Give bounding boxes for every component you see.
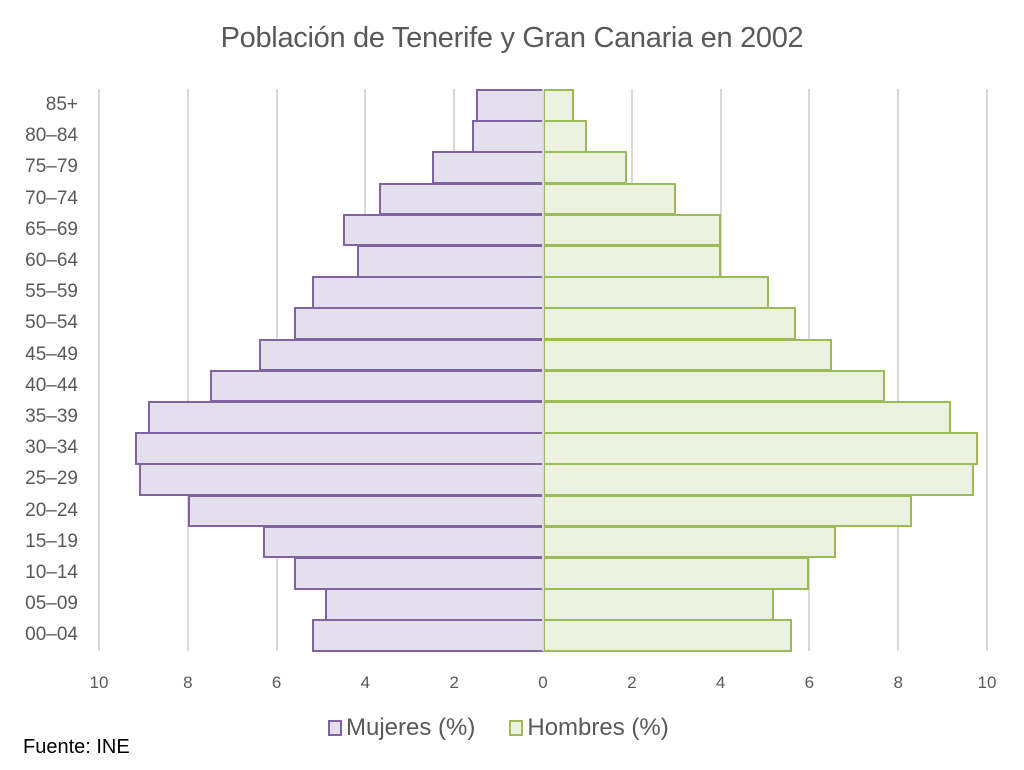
bar-mujeres bbox=[343, 213, 544, 247]
x-tick-label: 10 bbox=[977, 673, 997, 692]
x-tick-label: 2 bbox=[627, 673, 637, 692]
legend-swatch-mujeres bbox=[328, 720, 342, 736]
gridline bbox=[186, 89, 189, 651]
bar-hombres bbox=[543, 494, 912, 528]
bar-hombres bbox=[543, 120, 588, 153]
y-category-label: 75–79 bbox=[25, 156, 78, 178]
chart-title: Población de Tenerife y Gran Canaria en … bbox=[220, 22, 804, 54]
y-category-label: 40–44 bbox=[25, 374, 78, 396]
bar-mujeres bbox=[476, 89, 544, 122]
legend-item-hombres: Hombres (%) bbox=[509, 714, 669, 742]
y-category-label: 70–74 bbox=[25, 187, 78, 209]
bar-hombres bbox=[543, 213, 721, 247]
bar-mujeres bbox=[134, 432, 544, 465]
bar-hombres bbox=[543, 525, 837, 559]
source-note: Fuente: INE bbox=[23, 736, 130, 758]
bar-hombres bbox=[543, 307, 797, 341]
y-category-label: 30–34 bbox=[25, 437, 78, 459]
gridline bbox=[98, 89, 100, 651]
bar-hombres bbox=[543, 557, 810, 590]
x-tick-label: 8 bbox=[893, 673, 903, 692]
bar-mujeres bbox=[138, 463, 544, 497]
y-category-label: 80–84 bbox=[25, 125, 78, 147]
bar-hombres bbox=[543, 338, 832, 372]
bar-hombres bbox=[543, 588, 774, 621]
legend-label-mujeres: Mujeres (%) bbox=[346, 714, 476, 741]
legend-label-hombres: Hombres (%) bbox=[527, 714, 669, 741]
y-category-label: 20–24 bbox=[25, 499, 78, 521]
legend-swatch-hombres bbox=[509, 720, 524, 736]
bar-hombres bbox=[543, 245, 721, 278]
bar-mujeres bbox=[325, 588, 544, 621]
bar-hombres bbox=[543, 182, 677, 216]
bar-hombres bbox=[543, 151, 628, 185]
x-tick-label: 2 bbox=[449, 673, 459, 692]
bar-hombres bbox=[543, 401, 952, 434]
bar-mujeres bbox=[471, 120, 544, 153]
y-category-label: 55–59 bbox=[25, 281, 78, 303]
x-tick-label: 6 bbox=[271, 673, 282, 692]
legend: Mujeres (%) Hombres (%) bbox=[328, 714, 703, 742]
bar-hombres bbox=[543, 369, 885, 403]
bar-mujeres bbox=[147, 401, 544, 434]
y-category-label: 85+ bbox=[45, 94, 78, 115]
bar-mujeres bbox=[294, 307, 544, 341]
y-category-label: 35–39 bbox=[25, 406, 78, 427]
legend-item-mujeres: Mujeres (%) bbox=[328, 714, 475, 742]
gridline bbox=[897, 89, 900, 651]
bar-mujeres bbox=[263, 525, 544, 559]
y-category-label: 25–29 bbox=[25, 468, 78, 490]
bar-mujeres bbox=[210, 369, 544, 403]
y-category-label: 05–09 bbox=[25, 593, 78, 615]
y-category-label: 50–54 bbox=[25, 312, 78, 334]
y-category-label: 15–19 bbox=[25, 530, 78, 552]
bar-hombres bbox=[543, 463, 974, 497]
bar-mujeres bbox=[312, 276, 544, 309]
x-tick-label: 4 bbox=[360, 673, 371, 692]
bar-mujeres bbox=[187, 494, 544, 528]
bar-hombres bbox=[543, 89, 575, 122]
bar-mujeres bbox=[356, 245, 544, 278]
bar-mujeres bbox=[432, 151, 544, 185]
bar-mujeres bbox=[312, 619, 544, 653]
bar-hombres bbox=[543, 619, 792, 653]
x-tick-label: 10 bbox=[89, 673, 109, 692]
bar-hombres bbox=[543, 432, 979, 465]
x-tick-label: 0 bbox=[538, 673, 548, 692]
y-category-label: 45–49 bbox=[25, 343, 78, 365]
bar-mujeres bbox=[258, 338, 544, 372]
bar-mujeres bbox=[378, 182, 544, 216]
bar-hombres bbox=[543, 276, 770, 309]
y-category-label: 00–04 bbox=[25, 624, 78, 646]
y-category-label: 65–69 bbox=[25, 218, 78, 240]
x-tick-label: 4 bbox=[715, 673, 726, 692]
center-axis-line bbox=[542, 89, 544, 651]
bar-mujeres bbox=[294, 557, 544, 590]
x-tick-label: 8 bbox=[183, 673, 193, 692]
y-category-label: 10–14 bbox=[25, 562, 78, 583]
y-category-label: 60–64 bbox=[25, 250, 78, 271]
gridline bbox=[986, 89, 988, 651]
x-tick-label: 6 bbox=[804, 673, 815, 692]
